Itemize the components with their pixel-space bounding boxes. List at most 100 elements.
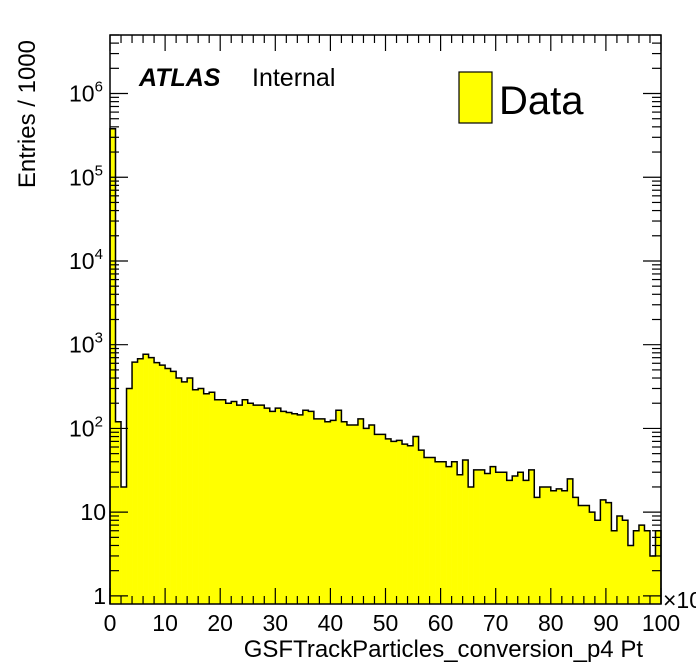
x-tick-label: 80	[538, 610, 564, 636]
histogram-bin	[424, 457, 430, 604]
histogram-bin	[517, 472, 524, 604]
histogram-bin	[490, 466, 496, 604]
x-tick-label: 30	[263, 610, 289, 636]
histogram-bars	[110, 128, 662, 604]
y-tick-label: 102	[69, 413, 103, 441]
histogram-bin	[264, 408, 271, 604]
atlas-label: ATLAS	[138, 64, 221, 92]
histogram-bin	[539, 486, 546, 604]
histogram-bin	[402, 444, 408, 604]
y-tick-label: 10	[80, 499, 106, 525]
histogram-bin	[611, 530, 618, 604]
legend-swatch-data	[458, 71, 493, 124]
histogram-bin	[649, 555, 656, 604]
histogram-bin	[561, 490, 568, 604]
histogram-bin	[132, 362, 138, 604]
histogram-bin	[330, 420, 337, 604]
histogram-bin	[165, 368, 171, 604]
histogram-bin	[137, 358, 144, 604]
histogram-bin	[374, 434, 381, 604]
histogram-bin	[313, 418, 320, 604]
x-tick-label: 90	[593, 610, 619, 636]
histogram-bin	[280, 411, 287, 604]
histogram-bin	[346, 424, 353, 604]
histogram-bin	[484, 473, 491, 604]
histogram-bin	[181, 381, 188, 604]
x-tick-label: 20	[207, 610, 233, 636]
histogram-bin	[462, 459, 469, 604]
histogram-bin	[170, 371, 177, 604]
histogram-bin	[324, 421, 331, 604]
histogram-bin	[435, 461, 441, 604]
histogram-bin	[594, 520, 601, 604]
histogram-bin	[357, 418, 364, 604]
x-tick-label: 60	[428, 610, 454, 636]
x-tick-label: 0	[104, 610, 117, 636]
x-tick-label: 40	[318, 610, 344, 636]
histogram-bin	[209, 392, 215, 604]
histogram-bin	[556, 488, 563, 604]
histogram-outline	[109, 127, 662, 604]
histogram-bin	[319, 418, 326, 604]
histogram-bin	[148, 357, 155, 604]
histogram-bin	[622, 520, 629, 604]
y-tick-label: 105	[69, 162, 103, 190]
histogram-bin	[126, 388, 133, 604]
histogram-bin	[176, 378, 182, 604]
histogram-bin	[506, 480, 513, 604]
histogram-bin	[627, 545, 634, 604]
histogram-bin	[308, 411, 315, 604]
x-tick-labels: 0 10 20 30 40 50 60 70 80 90 100	[104, 610, 681, 636]
histogram-bin	[600, 499, 607, 604]
x-axis-multiplier: ×10	[663, 587, 696, 613]
histogram-bin	[605, 502, 612, 604]
histogram-bin	[220, 399, 227, 604]
histogram-bin	[396, 440, 403, 604]
histogram-bin	[368, 424, 375, 604]
histogram-bin	[247, 403, 254, 604]
histogram-bin	[236, 405, 243, 604]
histogram-bin	[198, 388, 204, 604]
histogram-bin	[457, 474, 463, 604]
histogram-bin	[407, 445, 414, 604]
histogram-bin	[583, 505, 590, 604]
y-tick-label: 104	[69, 246, 103, 274]
histogram-bin	[385, 438, 392, 604]
axis-ticks	[109, 34, 662, 604]
histogram-bin	[451, 461, 458, 604]
histogram-bin	[545, 486, 552, 604]
histogram-bin	[567, 478, 574, 604]
histogram-bin	[655, 530, 662, 604]
histogram-bin	[501, 472, 508, 604]
y-tick-label: 103	[69, 330, 103, 358]
histogram-bin	[418, 450, 425, 604]
histogram-bin	[633, 530, 640, 604]
histogram-bin	[473, 469, 480, 604]
histogram-bin	[341, 421, 348, 604]
histogram-bin	[379, 434, 386, 604]
x-axis-title: GSFTrackParticles_conversion_p4 Pt	[244, 636, 644, 663]
histogram-bin	[429, 457, 436, 604]
internal-label: Internal	[252, 64, 335, 92]
histogram-bin	[258, 405, 265, 604]
y-axis-title: Entries / 1000	[14, 40, 41, 188]
y-tick-label: 1	[93, 583, 106, 609]
histogram-bin	[110, 128, 116, 604]
histogram-bin	[335, 410, 342, 604]
histogram-bin	[192, 389, 199, 604]
histogram-bin	[440, 461, 447, 604]
histogram-bin	[187, 378, 193, 604]
histogram-bin	[286, 412, 293, 604]
histogram-bin	[214, 399, 221, 604]
histogram-bin	[302, 410, 309, 604]
histogram-bin	[143, 354, 149, 604]
histogram-bin	[446, 466, 452, 604]
histogram-bin	[159, 365, 166, 604]
histogram-bin	[550, 490, 557, 604]
x-tick-label: 70	[483, 610, 509, 636]
histogram-bin	[391, 441, 397, 604]
x-tick-label: 10	[152, 610, 178, 636]
histogram-bin	[253, 405, 260, 604]
histogram-bin	[512, 476, 519, 604]
